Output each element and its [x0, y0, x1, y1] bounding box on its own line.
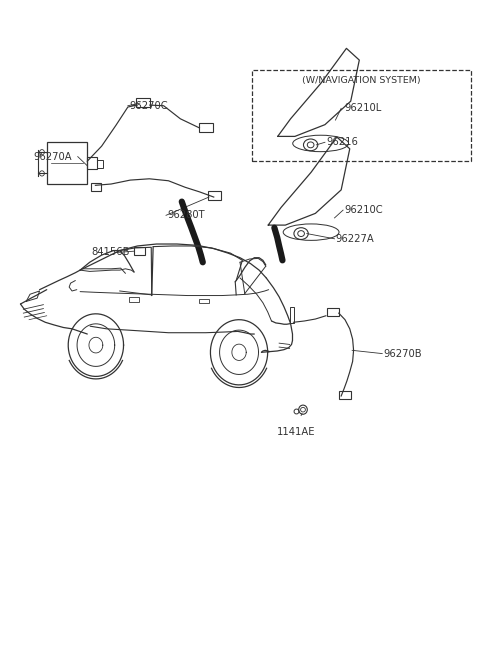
Bar — [134, 248, 144, 255]
Bar — [87, 157, 97, 169]
Text: 96210L: 96210L — [344, 103, 381, 113]
Bar — [47, 141, 87, 184]
Text: 96210C: 96210C — [344, 205, 383, 215]
Bar — [136, 98, 150, 107]
Bar — [339, 392, 351, 400]
Bar — [207, 191, 221, 200]
Text: 96280T: 96280T — [168, 210, 205, 220]
Bar — [97, 160, 103, 168]
Text: 84156B: 84156B — [91, 248, 130, 257]
Bar — [199, 299, 209, 303]
Bar — [327, 308, 339, 316]
Text: 1141AE: 1141AE — [277, 427, 316, 437]
Text: 96270B: 96270B — [383, 348, 422, 358]
Bar — [289, 307, 294, 323]
Text: 96270C: 96270C — [129, 101, 168, 111]
Bar — [129, 297, 139, 302]
Text: (W/NAVIGATION SYSTEM): (W/NAVIGATION SYSTEM) — [302, 77, 421, 85]
Bar — [199, 122, 213, 132]
Text: 96216: 96216 — [326, 138, 358, 147]
Text: 96227A: 96227A — [336, 234, 374, 244]
Bar — [252, 70, 471, 161]
Bar — [91, 183, 101, 191]
Text: 96270A: 96270A — [34, 151, 72, 162]
